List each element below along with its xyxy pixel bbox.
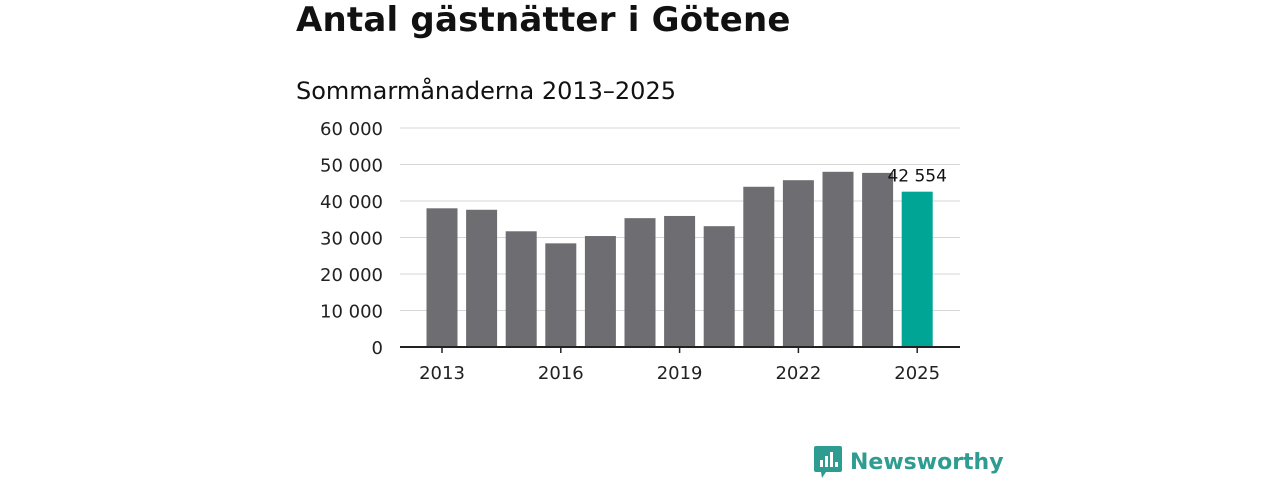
bar (782, 180, 814, 347)
y-tick-label: 20 000 (320, 265, 383, 286)
x-tick-label: 2022 (775, 363, 821, 384)
bar (505, 231, 537, 347)
bar (624, 218, 656, 347)
bar (822, 171, 854, 347)
brand-name: Newsworthy (850, 449, 1004, 475)
bar (743, 186, 775, 347)
bar (466, 209, 498, 347)
bar (545, 243, 577, 347)
bar-chart-speech-bubble-icon (814, 446, 842, 478)
y-tick-label: 0 (372, 338, 383, 359)
bar (584, 236, 616, 347)
chart-subtitle: Sommarmånaderna 2013–2025 (296, 77, 676, 105)
bar-highlight (901, 191, 933, 347)
bar (664, 215, 696, 347)
x-tick-label: 2019 (657, 363, 703, 384)
y-tick-label: 50 000 (320, 156, 383, 177)
x-tick-label: 2016 (538, 363, 584, 384)
y-tick-label: 10 000 (320, 302, 383, 323)
data-label: 42 554 (887, 167, 946, 187)
x-tick-label: 2025 (894, 363, 940, 384)
bar (426, 208, 458, 347)
y-tick-label: 60 000 (320, 119, 383, 140)
bar (703, 226, 735, 347)
bar (862, 172, 894, 347)
chart-title: Antal gästnätter i Götene (296, 0, 791, 40)
x-tick-label: 2013 (419, 363, 465, 384)
y-tick-label: 40 000 (320, 192, 383, 213)
y-tick-label: 30 000 (320, 229, 383, 250)
brand-logo: Newsworthy (814, 446, 1004, 478)
